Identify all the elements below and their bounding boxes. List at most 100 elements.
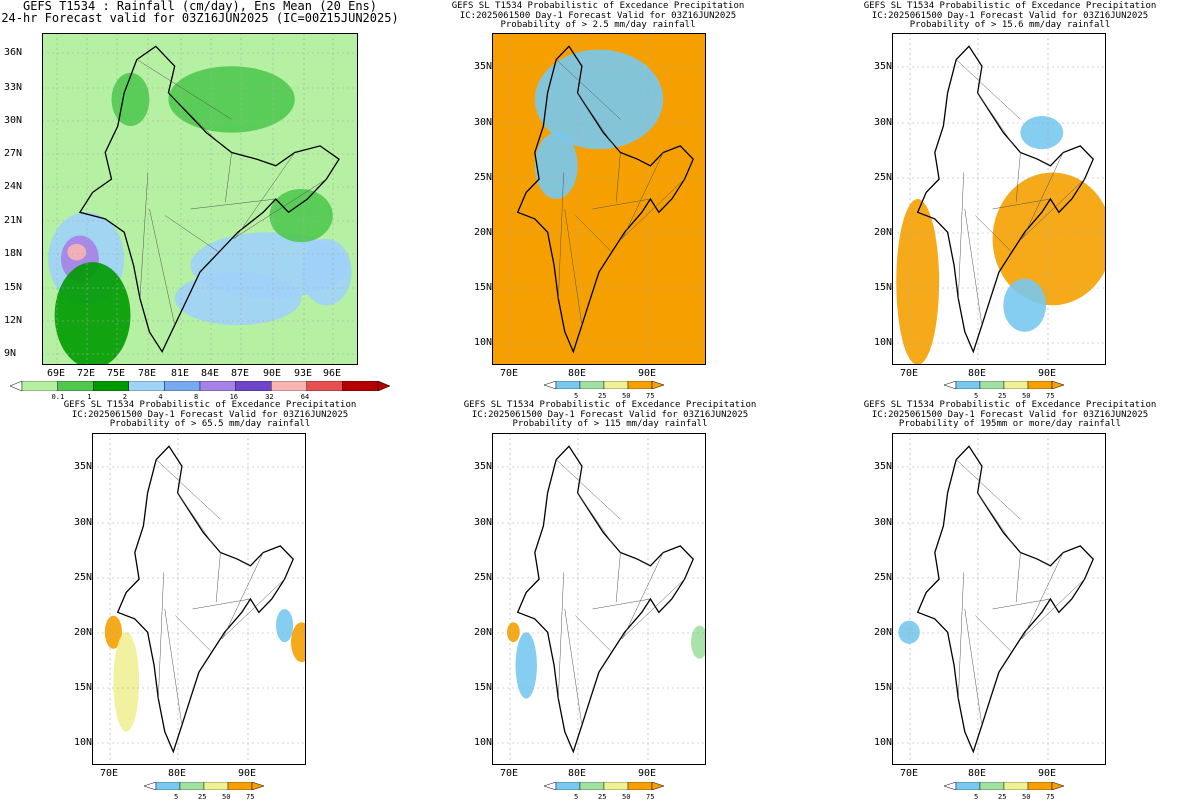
panel-title-line: IC:2025061500 Day-1 Forecast Valid for 0… bbox=[459, 10, 737, 21]
colorbar-swatch bbox=[92, 381, 129, 391]
latitude-tick-label: 30N bbox=[4, 115, 23, 126]
longitude-tick-label: 70E bbox=[500, 768, 519, 779]
district-boundary bbox=[164, 608, 183, 726]
rainfall-map bbox=[42, 33, 358, 365]
colorbar-swatch bbox=[955, 782, 981, 790]
district-boundary bbox=[192, 598, 251, 610]
rainfall-area bbox=[898, 620, 920, 644]
colorbar-label: 2 bbox=[122, 393, 128, 401]
longitude-tick-label: 84E bbox=[201, 368, 220, 379]
latitude-tick-label: 10N bbox=[874, 337, 893, 348]
latitude-tick-label: 10N bbox=[874, 737, 893, 748]
district-boundary bbox=[222, 552, 264, 639]
district-boundary bbox=[1022, 552, 1064, 639]
district-boundary bbox=[1015, 552, 1021, 603]
district-boundary bbox=[577, 492, 615, 547]
rainfall-area bbox=[1003, 278, 1047, 332]
panel-title-line: IC:2025061500 Day-1 Forecast Valid for 0… bbox=[71, 409, 349, 420]
colorbar-swatch bbox=[555, 381, 581, 389]
colorbar-label: 25 bbox=[998, 392, 1007, 400]
latitude-tick-label: 33N bbox=[4, 82, 23, 93]
district-boundary bbox=[558, 172, 564, 299]
latitude-tick-label: 30N bbox=[474, 117, 493, 128]
colorbar-swatch bbox=[579, 782, 605, 790]
colorbar-swatch bbox=[235, 381, 272, 391]
india-boundary bbox=[516, 445, 694, 754]
india-boundary bbox=[116, 445, 294, 754]
longitude-tick-label: 78E bbox=[138, 368, 157, 379]
rainfall-area bbox=[301, 238, 352, 306]
district-boundary bbox=[177, 492, 215, 547]
longitude-tick-label: 80E bbox=[168, 768, 187, 779]
rainfall-area bbox=[174, 272, 302, 326]
district-boundary bbox=[956, 59, 1021, 120]
colorbar-swatch bbox=[555, 782, 581, 790]
district-boundary bbox=[615, 552, 621, 603]
district-boundary bbox=[165, 215, 220, 253]
colorbar-label: 5 bbox=[974, 392, 979, 400]
district-boundary bbox=[958, 172, 964, 299]
latitude-tick-label: 30N bbox=[874, 517, 893, 528]
district-boundary bbox=[992, 198, 1051, 210]
rainfall-area bbox=[534, 132, 578, 199]
latitude-tick-label: 25N bbox=[474, 172, 493, 183]
colorbar-label: 8 bbox=[194, 393, 199, 401]
district-boundary bbox=[992, 598, 1051, 610]
latitude-tick-label: 20N bbox=[474, 227, 493, 238]
colorbar-swatch bbox=[21, 381, 58, 391]
longitude-tick-label: 80E bbox=[968, 368, 987, 379]
colorbar-swatch bbox=[271, 381, 308, 391]
colorbar-label: 75 bbox=[246, 793, 255, 801]
latitude-tick-label: 35N bbox=[74, 461, 93, 472]
panel-title-line: GEFS SL T1534 Probabilistic of Excedance… bbox=[863, 400, 1157, 410]
district-boundary bbox=[622, 552, 664, 639]
district-boundary bbox=[975, 615, 1013, 653]
colorbar-swatch bbox=[342, 381, 379, 391]
longitude-tick-label: 72E bbox=[77, 368, 96, 379]
latitude-tick-label: 25N bbox=[474, 572, 493, 583]
india-boundary bbox=[916, 45, 1094, 354]
latitude-tick-label: 15N bbox=[4, 282, 23, 293]
rainfall-area bbox=[506, 622, 520, 643]
colorbar-label: 5 bbox=[174, 793, 179, 801]
district-boundary bbox=[964, 608, 983, 726]
district-boundary bbox=[225, 152, 232, 203]
longitude-tick-label: 70E bbox=[100, 768, 119, 779]
longitude-tick-label: 87E bbox=[231, 368, 250, 379]
district-boundary bbox=[1015, 152, 1021, 203]
colorbar-label: 64 bbox=[300, 393, 310, 401]
panel-title-line: 24-hr Forecast valid for 03Z16JUN2025 (I… bbox=[1, 11, 399, 25]
rainfall-map bbox=[492, 433, 706, 765]
colorbar-label: 75 bbox=[1046, 793, 1055, 801]
latitude-tick-label: 15N bbox=[874, 282, 893, 293]
district-boundary bbox=[577, 92, 615, 147]
latitude-tick-label: 20N bbox=[874, 627, 893, 638]
latitude-tick-label: 21N bbox=[4, 215, 23, 226]
rainfall-area bbox=[168, 66, 295, 133]
district-boundary bbox=[622, 152, 664, 239]
colorbar-swatch bbox=[57, 381, 94, 391]
colorbar-label: 50 bbox=[622, 793, 631, 801]
india-boundary bbox=[916, 445, 1094, 754]
colorbar-label: 50 bbox=[222, 793, 231, 801]
longitude-tick-label: 80E bbox=[568, 368, 587, 379]
district-boundary bbox=[975, 215, 1013, 253]
longitude-tick-label: 90E bbox=[1038, 368, 1057, 379]
district-boundary bbox=[558, 572, 564, 699]
rainfall-area bbox=[492, 182, 589, 365]
longitude-tick-label: 80E bbox=[968, 768, 987, 779]
rainfall-area bbox=[496, 49, 531, 150]
colorbar-label: 75 bbox=[646, 392, 655, 400]
colorbar-swatch bbox=[128, 381, 165, 391]
colorbar bbox=[144, 782, 264, 790]
colorbar-label: 75 bbox=[646, 793, 655, 801]
rainfall-area bbox=[276, 608, 294, 643]
panel-title-line: IC:2025061500 Day-1 Forecast Valid for 0… bbox=[871, 409, 1149, 420]
latitude-tick-label: 25N bbox=[874, 572, 893, 583]
district-boundary bbox=[168, 92, 223, 147]
latitude-tick-label: 10N bbox=[474, 337, 493, 348]
colorbar-swatch bbox=[199, 381, 236, 391]
latitude-tick-label: 25N bbox=[74, 572, 93, 583]
panel-title-line: Probability of > 115 mm/day rainfall bbox=[512, 419, 708, 429]
latitude-tick-label: 10N bbox=[474, 737, 493, 748]
